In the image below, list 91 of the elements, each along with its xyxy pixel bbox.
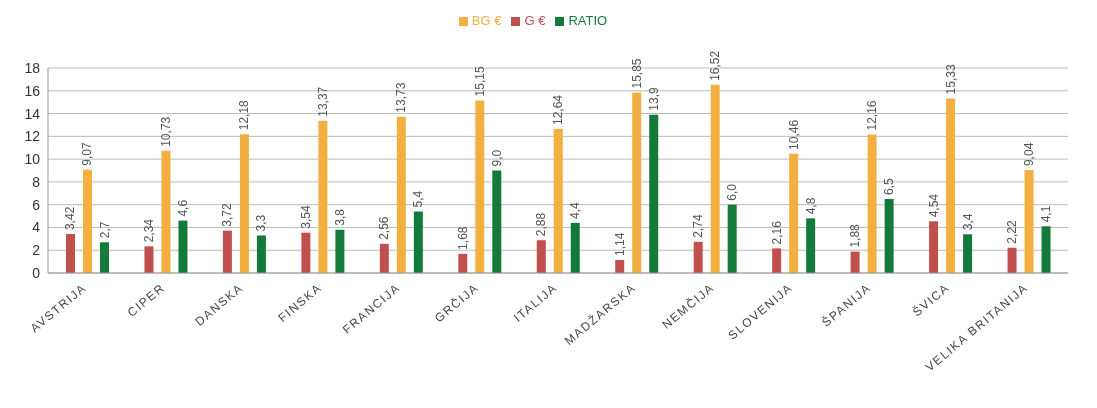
data-label: 6,0 (725, 183, 740, 201)
data-label: 4,8 (803, 197, 818, 215)
data-label: 15,33 (943, 64, 958, 95)
data-label: 2,56 (377, 216, 392, 240)
data-label: 1,14 (612, 232, 627, 257)
data-label: 3,42 (63, 206, 78, 231)
bar (727, 204, 737, 273)
bar (1024, 170, 1034, 273)
bar (144, 246, 154, 273)
data-label: 12,18 (237, 99, 252, 131)
data-label: 2,34 (141, 218, 156, 243)
y-tick-label: 0 (32, 264, 41, 281)
bar (615, 260, 625, 273)
y-tick-label: 4 (32, 219, 41, 236)
bar (66, 234, 75, 273)
bar (649, 114, 659, 273)
data-label: 9,04 (1022, 142, 1037, 167)
data-label: 10,46 (786, 119, 801, 150)
bar (100, 242, 109, 273)
data-label: 4,6 (175, 199, 190, 217)
bar (318, 120, 328, 273)
bar (161, 150, 171, 273)
bar (850, 251, 860, 273)
data-label: 3,8 (332, 208, 347, 226)
data-label: 4,1 (1039, 205, 1054, 223)
bar (475, 100, 485, 273)
data-label: 12,16 (865, 100, 880, 131)
bar (178, 220, 188, 273)
data-label: 2,16 (769, 220, 784, 245)
bar (772, 248, 782, 273)
data-label: 9,07 (80, 142, 95, 166)
legend-label: G € (524, 13, 546, 28)
y-tick-label: 2 (32, 242, 41, 259)
data-label: 10,73 (158, 116, 173, 147)
bar (929, 221, 939, 273)
bar (1007, 247, 1017, 273)
bar (553, 129, 563, 273)
bar (789, 153, 799, 273)
bar (946, 98, 956, 273)
bar (396, 116, 406, 273)
data-label: 13,37 (315, 86, 330, 117)
bar (1041, 226, 1051, 273)
data-label: 13,9 (646, 87, 661, 111)
data-label: 9,0 (489, 149, 504, 167)
y-tick-label: 8 (32, 173, 41, 190)
data-label: 1,68 (455, 226, 470, 250)
data-label: 5,4 (411, 190, 426, 208)
y-tick-label: 12 (24, 128, 41, 145)
bar (256, 235, 266, 273)
data-label: 6,5 (882, 177, 897, 195)
data-label: 4,54 (926, 193, 941, 218)
bar (867, 134, 877, 273)
bar (570, 222, 580, 273)
data-label: 2,7 (97, 221, 112, 239)
data-label: 16,52 (708, 50, 723, 81)
y-tick-label: 16 (24, 82, 41, 99)
data-label: 15,15 (472, 66, 487, 97)
bar (710, 84, 720, 273)
y-tick-label: 10 (24, 151, 41, 168)
bar (806, 218, 816, 273)
data-label: 2,88 (534, 212, 549, 237)
y-tick-label: 18 (24, 59, 41, 76)
bar (536, 240, 546, 273)
data-label: 3,54 (298, 205, 313, 229)
data-label: 12,64 (551, 94, 566, 126)
bar (693, 241, 703, 273)
bar (413, 211, 423, 273)
bar (884, 198, 894, 273)
bar (222, 230, 232, 273)
data-label: 3,4 (960, 213, 975, 231)
bar (301, 232, 311, 273)
y-tick-label: 6 (32, 196, 41, 213)
bar (83, 169, 92, 273)
bar (632, 92, 642, 273)
y-tick-label: 14 (24, 105, 41, 122)
bar (239, 134, 249, 273)
data-label: 15,85 (629, 58, 644, 89)
bar (379, 243, 389, 273)
data-label: 4,4 (568, 201, 583, 219)
data-label: 13,73 (394, 82, 409, 113)
data-label: 3,3 (254, 214, 269, 232)
data-label: 3,72 (220, 202, 235, 227)
bar (335, 229, 345, 273)
bar (492, 170, 502, 273)
legend-label: BG € (471, 13, 502, 28)
legend-label: RATIO (568, 13, 608, 28)
data-label: 1,88 (848, 223, 863, 248)
data-label: 2,22 (1005, 220, 1020, 244)
data-label: 2,74 (691, 214, 706, 238)
bar (963, 234, 973, 273)
bar (458, 253, 468, 273)
